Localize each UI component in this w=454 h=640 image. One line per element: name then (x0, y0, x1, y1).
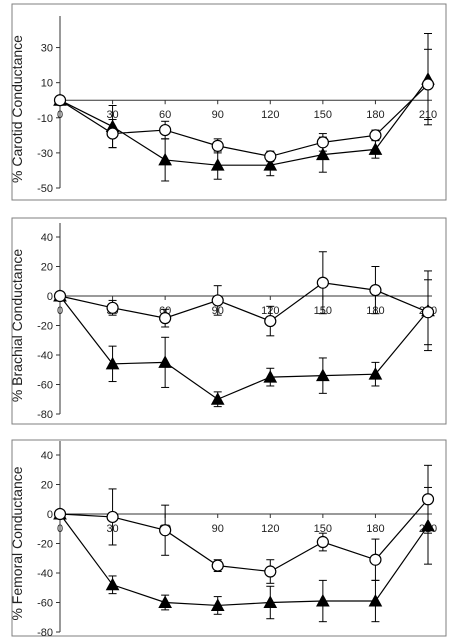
x-tick-label: 0 (57, 305, 63, 317)
circle-marker (421, 306, 435, 319)
x-tick-label: 180 (366, 523, 384, 535)
triangle-marker (316, 147, 330, 161)
circle-marker (316, 535, 329, 549)
y-tick-label: 20 (41, 480, 53, 492)
triangle-marker (158, 595, 172, 608)
triangle-marker (263, 158, 278, 171)
series-circles (53, 48, 435, 163)
series-line (59, 83, 429, 158)
x-tick-label: 120 (261, 109, 279, 121)
series-circles (53, 251, 435, 346)
triangle-marker (316, 368, 330, 382)
x-tick-label: 0 (57, 523, 63, 535)
circle-marker (53, 507, 67, 521)
panel-frame (11, 217, 447, 425)
series-line (59, 295, 429, 400)
x-tick-label: 60 (159, 109, 171, 121)
series-line (59, 513, 429, 607)
y-tick-label: -60 (37, 380, 53, 392)
y-tick-label: -20 (37, 539, 53, 551)
triangle-marker (158, 152, 172, 166)
x-tick-label: 90 (212, 109, 224, 121)
circle-marker (264, 150, 277, 163)
y-tick-label: -30 (37, 148, 53, 160)
x-tick-label: 150 (314, 523, 332, 535)
circle-marker (316, 276, 329, 289)
circle-marker (316, 136, 329, 149)
y-tick-label: -50 (37, 183, 53, 195)
panel-frame (11, 439, 447, 637)
y-tick-label: 40 (41, 450, 53, 462)
circle-marker (264, 565, 277, 578)
circle-marker (106, 127, 119, 140)
x-tick-label: 90 (212, 523, 224, 535)
x-tick-label: 180 (366, 109, 384, 121)
y-tick-label: -60 (37, 598, 53, 610)
circle-marker (421, 78, 435, 91)
triangle-marker (368, 142, 383, 155)
y-axis-label: % Femoral Conductance (9, 466, 25, 620)
y-axis-label: % Carotid Conductance (9, 35, 25, 183)
series-line (59, 498, 429, 573)
circle-marker (211, 294, 224, 307)
y-tick-label: -40 (37, 568, 53, 580)
y-tick-label: -10 (37, 113, 53, 125)
panel-frame (11, 3, 447, 201)
series-line (59, 78, 429, 166)
x-tick-label: 150 (314, 109, 332, 121)
triangle-marker (368, 593, 383, 607)
circle-marker (211, 139, 224, 152)
circle-marker (159, 123, 172, 137)
y-tick-label: 30 (41, 43, 53, 55)
y-tick-label: 10 (41, 78, 53, 90)
triangle-marker (158, 355, 172, 368)
y-tick-label: 0 (47, 291, 53, 303)
chart-panel-2: % Brachial Conductance 40 20 0 -20 -40 -60 -80 0… (9, 217, 447, 425)
triangle-marker (105, 577, 120, 591)
triangle-marker (210, 598, 225, 611)
circle-marker (421, 493, 435, 506)
circle-marker (369, 553, 382, 566)
triangle-marker (210, 392, 225, 405)
circle-marker (106, 510, 119, 524)
x-tick-label: 120 (261, 523, 279, 535)
circle-marker (159, 524, 172, 537)
y-axis-label: % Brachial Conductance (9, 249, 25, 403)
y-tick-label: 20 (41, 262, 53, 274)
y-tick-label: 40 (41, 232, 53, 244)
circle-marker (211, 559, 224, 572)
series-triangles (53, 33, 435, 182)
y-tick-label: -20 (37, 321, 53, 333)
triangle-marker (368, 367, 383, 380)
triangle-marker (105, 356, 120, 370)
circle-marker (159, 312, 172, 325)
y-tick-label: -40 (37, 350, 53, 362)
triangle-marker (210, 158, 225, 171)
y-tick-label: -80 (37, 409, 53, 421)
triangle-marker (263, 595, 278, 608)
series-circles (53, 464, 435, 584)
circle-marker (53, 94, 67, 107)
circle-marker (53, 289, 67, 303)
triangle-marker (316, 593, 330, 607)
circle-marker (369, 129, 382, 142)
y-tick-label: -80 (37, 627, 53, 639)
series-line (59, 282, 429, 322)
circle-marker (106, 301, 119, 314)
x-tick-label: 0 (57, 109, 63, 121)
y-tick-label: 0 (47, 509, 53, 521)
circle-marker (264, 314, 277, 328)
circle-marker (369, 284, 382, 297)
triangle-marker (263, 370, 278, 383)
